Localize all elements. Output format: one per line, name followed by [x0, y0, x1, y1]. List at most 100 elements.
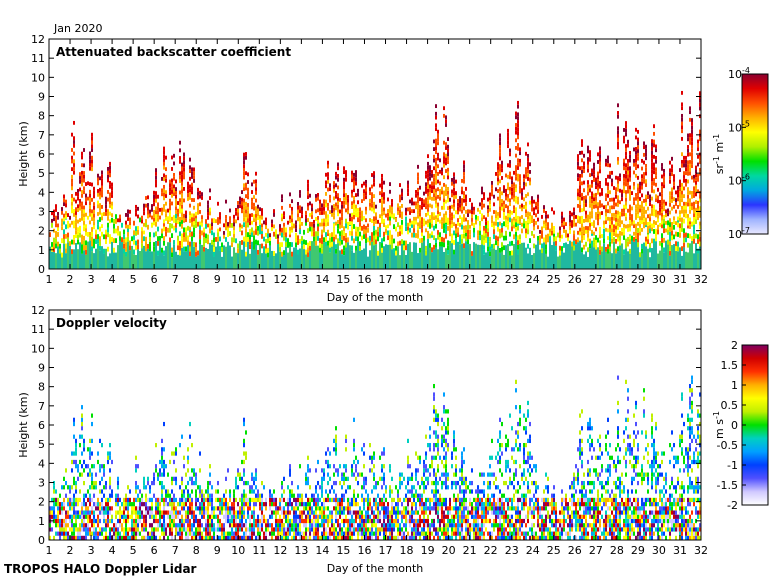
backscatter-cell — [237, 208, 239, 213]
doppler-cell — [183, 523, 185, 528]
backscatter-cell — [381, 189, 383, 194]
backscatter-cell — [609, 251, 611, 269]
backscatter-cell — [673, 224, 675, 230]
backscatter-cell — [109, 173, 111, 178]
backscatter-cell — [453, 187, 455, 192]
doppler-cell — [223, 527, 225, 532]
backscatter-cell — [619, 223, 621, 228]
doppler-cell — [73, 434, 75, 439]
doppler-cell — [255, 476, 257, 481]
backscatter-cell — [81, 209, 83, 214]
doppler-cell — [217, 480, 219, 486]
backscatter-cell — [321, 203, 323, 208]
doppler-cell — [85, 502, 87, 507]
backscatter-cell — [283, 211, 285, 216]
backscatter-cell — [509, 250, 511, 256]
backscatter-cell — [699, 156, 701, 161]
doppler-cell — [217, 506, 219, 511]
backscatter-cell — [327, 164, 329, 169]
backscatter-cell — [381, 216, 383, 220]
backscatter-cell — [517, 116, 519, 121]
backscatter-cell — [55, 208, 57, 212]
doppler-cell — [167, 514, 169, 519]
doppler-cell — [265, 527, 267, 532]
doppler-cell — [89, 527, 91, 532]
backscatter-cell — [359, 222, 361, 227]
backscatter-cell — [519, 162, 521, 167]
backscatter-cell — [461, 234, 463, 239]
backscatter-cell — [525, 233, 527, 239]
backscatter-cell — [495, 249, 497, 269]
backscatter-cell — [361, 249, 363, 269]
backscatter-cell — [627, 189, 629, 194]
backscatter-cell — [607, 236, 609, 240]
doppler-cell — [97, 523, 99, 528]
doppler-cell — [63, 523, 65, 528]
backscatter-cell — [237, 216, 239, 221]
doppler-cell — [269, 489, 271, 494]
doppler-cell — [129, 502, 131, 507]
backscatter-cell — [161, 233, 163, 239]
backscatter-cell — [307, 252, 309, 257]
backscatter-cell — [439, 241, 441, 247]
backscatter-cell — [345, 170, 347, 174]
backscatter-cell — [435, 196, 437, 201]
backscatter-cell — [663, 218, 665, 224]
doppler-cell — [259, 502, 261, 507]
backscatter-cell — [165, 209, 167, 214]
doppler-cell — [77, 527, 79, 532]
backscatter-cell — [389, 244, 391, 269]
backscatter-cell — [693, 205, 695, 210]
backscatter-cell — [165, 190, 167, 195]
backscatter-cell — [589, 184, 591, 189]
doppler-cell — [281, 531, 283, 536]
backscatter-cell — [693, 229, 695, 235]
backscatter-cell — [65, 224, 67, 230]
backscatter-cell — [503, 212, 505, 216]
backscatter-cell — [687, 221, 689, 226]
backscatter-cell — [449, 205, 451, 210]
doppler-cell — [233, 523, 235, 528]
backscatter-cell — [549, 235, 551, 241]
backscatter-cell — [615, 194, 617, 199]
backscatter-cell — [135, 231, 137, 236]
doppler-cell — [177, 514, 179, 519]
backscatter-cell — [431, 232, 433, 238]
backscatter-cell — [519, 234, 521, 240]
backscatter-cell — [583, 235, 585, 240]
doppler-cell — [261, 514, 263, 519]
backscatter-cell — [101, 204, 103, 209]
backscatter-cell — [187, 185, 189, 190]
backscatter-cell — [651, 139, 653, 143]
backscatter-cell — [165, 201, 167, 206]
backscatter-cell — [419, 197, 421, 202]
doppler-cell — [283, 510, 285, 515]
doppler-cell — [165, 502, 167, 507]
backscatter-cell — [587, 256, 589, 269]
backscatter-cell — [179, 216, 181, 222]
backscatter-cell — [669, 195, 671, 200]
backscatter-cell — [91, 155, 93, 160]
backscatter-cell — [667, 225, 669, 231]
doppler-cell — [193, 523, 195, 528]
backscatter-cell — [247, 210, 249, 215]
backscatter-cell — [89, 208, 91, 213]
backscatter-cell — [155, 206, 157, 211]
backscatter-cell — [689, 217, 691, 222]
backscatter-cell — [163, 184, 165, 189]
backscatter-cell — [213, 256, 215, 269]
backscatter-cell — [429, 215, 431, 219]
backscatter-cell — [599, 249, 601, 255]
backscatter-cell — [93, 243, 95, 249]
backscatter-cell — [357, 207, 359, 212]
backscatter-cell — [497, 212, 499, 216]
backscatter-cell — [493, 229, 495, 235]
backscatter-cell — [627, 208, 629, 213]
backscatter-cell — [677, 205, 679, 209]
backscatter-cell — [599, 150, 601, 155]
doppler-cell — [81, 464, 83, 469]
backscatter-cell — [377, 250, 379, 256]
backscatter-cell — [519, 239, 521, 244]
backscatter-cell — [99, 217, 101, 222]
doppler-cell — [79, 510, 81, 515]
